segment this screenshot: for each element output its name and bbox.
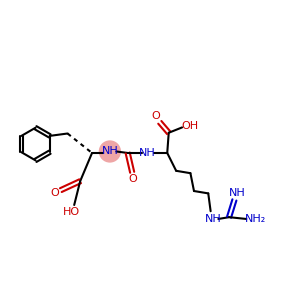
Text: O: O [50, 188, 59, 197]
Text: NH: NH [205, 214, 221, 224]
Text: OH: OH [182, 121, 199, 131]
Text: NH₂: NH₂ [245, 214, 266, 224]
Text: NH: NH [101, 146, 118, 157]
Text: NH: NH [229, 188, 246, 197]
Text: HO: HO [63, 206, 80, 217]
Ellipse shape [99, 140, 121, 163]
Text: NH: NH [139, 148, 156, 158]
Text: O: O [151, 111, 160, 122]
Text: O: O [128, 174, 137, 184]
